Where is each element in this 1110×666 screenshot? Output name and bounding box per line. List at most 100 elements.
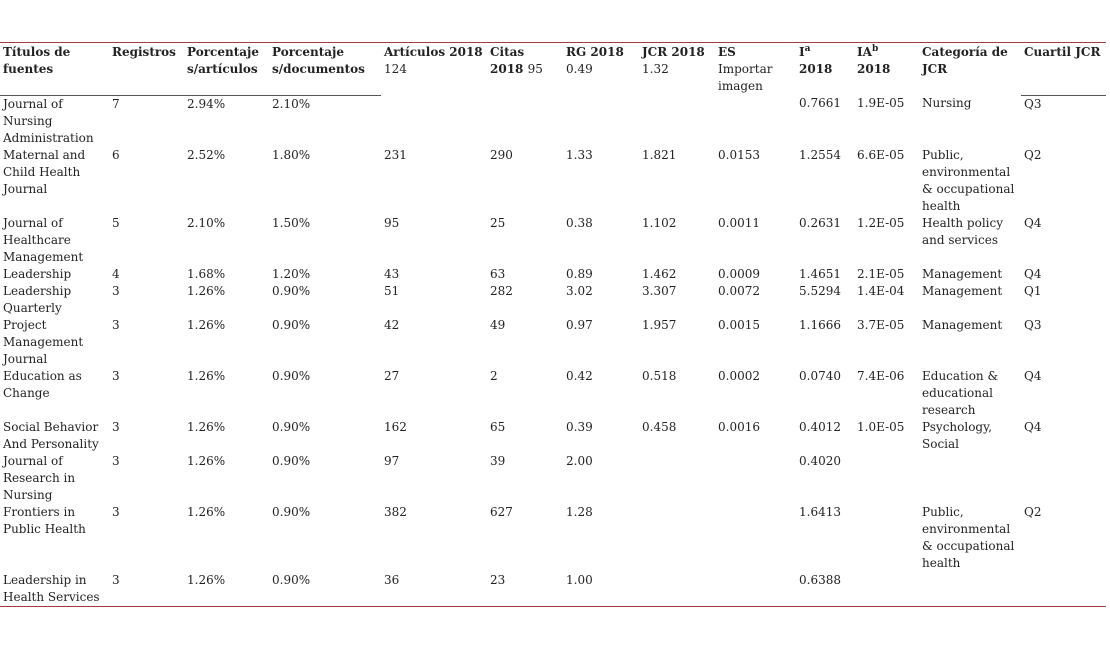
table-cell <box>919 453 1021 504</box>
table-cell: 3 <box>109 368 184 419</box>
cell-text: 0.39 <box>566 419 593 434</box>
cell-text: 231 <box>384 147 407 162</box>
table-cell: 1.4651 <box>796 266 854 283</box>
table-cell: 1.80% <box>269 147 381 215</box>
table-row: Frontiers in Public Health 3 1.26% 0.90% 382… <box>0 504 1106 572</box>
header-label: IA <box>857 45 872 59</box>
cell-text: 1.26% <box>187 368 226 383</box>
cell-text: 1.1666 <box>799 317 841 332</box>
cell-text: 0.518 <box>642 368 677 383</box>
table-cell: 1.50% <box>269 215 381 266</box>
header-year: 2018 <box>799 62 833 76</box>
cell-text: Q3 <box>1024 317 1042 332</box>
cell-text: 1.26% <box>187 453 226 468</box>
cell-text: 1.00 <box>566 572 593 587</box>
cell-text: 1.9E-05 <box>857 96 905 110</box>
table-cell: 1.26% <box>184 283 269 317</box>
table-cell: Leadership <box>0 266 109 283</box>
cell-text: 95 <box>384 215 400 230</box>
header-cell: Citas 2018 95 <box>487 43 563 96</box>
cell-text: Q2 <box>1024 147 1042 162</box>
cell-text: 3.7E-05 <box>857 317 905 332</box>
table-cell: Management <box>919 266 1021 283</box>
table-cell: 0.4012 <box>796 419 854 453</box>
cell-text: 2.94% <box>187 96 226 111</box>
cell-text: 0.90% <box>272 453 311 468</box>
cell-text: 1.28 <box>566 504 593 519</box>
table-row: Journal of Healthcare Management 5 2.10% 1.… <box>0 215 1106 266</box>
table-cell: 3 <box>109 317 184 368</box>
cell-text: Leadership Quarterly <box>3 283 72 315</box>
cell-text: 1.33 <box>566 147 593 162</box>
cell-text: 65 <box>490 419 506 434</box>
table-cell: 1.2554 <box>796 147 854 215</box>
cell-text: 27 <box>384 368 400 383</box>
cell-text: 6.6E-05 <box>857 147 905 162</box>
cell-text: 1.50% <box>272 215 311 230</box>
cell-text: 1.26% <box>187 504 226 519</box>
cell-text: 1.0E-05 <box>857 419 905 434</box>
header-cell: Porcentaje s/artículos <box>184 42 269 96</box>
header-cell: Categoría de JCR <box>919 43 1021 96</box>
cell-text: 2.1E-05 <box>857 266 905 281</box>
cell-text: 290 <box>490 147 513 162</box>
cell-text: Q3 <box>1024 96 1042 111</box>
table-cell: Journal of Healthcare Management <box>0 215 109 266</box>
table-cell: 1.6413 <box>796 504 854 572</box>
cell-text: 0.90% <box>272 368 311 383</box>
table-cell: 3.307 <box>639 283 715 317</box>
cell-text: 23 <box>490 572 506 587</box>
table-cell: 6.6E-05 <box>854 147 919 215</box>
header-label: Títulos de fuentes <box>3 45 71 76</box>
cell-text: Public, environmental & occupational hea… <box>922 147 1015 213</box>
cell-text: 0.90% <box>272 283 311 298</box>
table-body: Journal of Nursing Administration 7 2.94% 2… <box>0 95 1106 606</box>
table-cell: 2.10% <box>184 215 269 266</box>
table-cell: 1.20% <box>269 266 381 283</box>
header-year: 2018 <box>857 62 891 76</box>
table-cell: 1.0E-05 <box>854 419 919 453</box>
cell-text: 3 <box>112 419 120 434</box>
cell-text: 3 <box>112 368 120 383</box>
table-cell: 0.90% <box>269 504 381 572</box>
table-cell: 0.2631 <box>796 215 854 266</box>
table-row: Journal of Research in Nursing 3 1.26% 0.90… <box>0 453 1106 504</box>
header-label: Artículos 2018 <box>384 45 483 59</box>
table-cell: 0.0002 <box>715 368 796 419</box>
header-cell: Registros <box>109 42 184 96</box>
table-cell: 282 <box>487 283 563 317</box>
table-cell: 0.0072 <box>715 283 796 317</box>
cell-text: 1.80% <box>272 147 311 162</box>
table-cell: Nursing <box>919 95 1021 147</box>
table-cell: Q4 <box>1021 368 1106 419</box>
table-cell <box>1021 453 1106 504</box>
header-cell: Títulos de fuentes <box>0 42 109 96</box>
table-cell: 0.0016 <box>715 419 796 453</box>
cell-text: Journal of Healthcare Management <box>3 215 84 264</box>
table-row: Social Behavior And Personality 3 1.26% 0.9… <box>0 419 1106 453</box>
header-label: I <box>799 45 805 59</box>
cell-text: 1.102 <box>642 215 677 230</box>
cell-text: Leadership in Health Services <box>3 572 100 604</box>
cell-text: 3 <box>112 453 120 468</box>
table-cell: Maternal and Child Health Journal <box>0 147 109 215</box>
table-cell: 0.39 <box>563 419 639 453</box>
table-cell: 3.7E-05 <box>854 317 919 368</box>
table-cell: 1.26% <box>184 453 269 504</box>
header-label: Porcentaje s/artículos <box>187 45 259 76</box>
cell-text: 3 <box>112 317 120 332</box>
cell-text: 0.97 <box>566 317 593 332</box>
table-cell: 0.0011 <box>715 215 796 266</box>
table-cell <box>919 572 1021 607</box>
cell-text: 0.6388 <box>799 572 841 587</box>
cell-text: 0.2631 <box>799 215 841 230</box>
cell-text: 5.5294 <box>799 283 841 298</box>
table-cell: 1.9E-05 <box>854 95 919 147</box>
table-cell: 3 <box>109 419 184 453</box>
table-cell: 0.0153 <box>715 147 796 215</box>
cell-text: Maternal and Child Health Journal <box>3 147 86 196</box>
table-cell: 1.1666 <box>796 317 854 368</box>
table-cell: 627 <box>487 504 563 572</box>
cell-text: 0.0015 <box>718 317 760 332</box>
cell-text: 0.0009 <box>718 266 760 281</box>
